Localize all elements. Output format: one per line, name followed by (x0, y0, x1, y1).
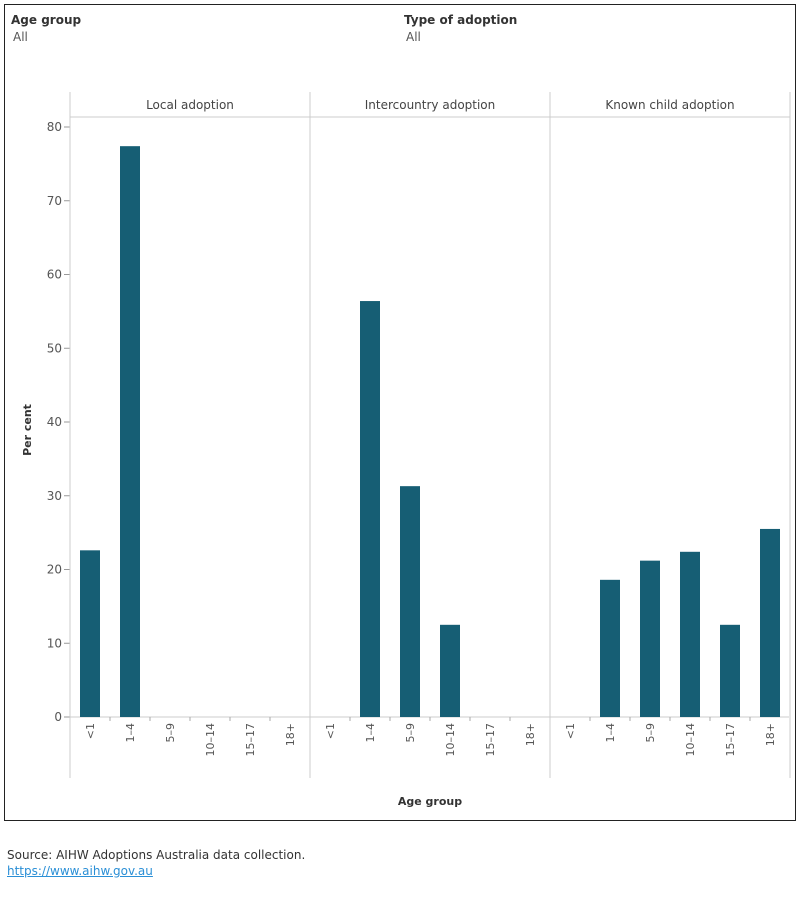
x-tick-label: <1 (84, 723, 97, 739)
filter-label: Age group (11, 13, 82, 27)
bar (680, 551, 700, 717)
x-tick-label: 1–4 (124, 723, 137, 743)
filter-label: Type of adoption (404, 13, 518, 27)
bar (440, 624, 460, 717)
bar-chart: 0 10 20 30 40 50 60 70 80 Per cent Local adoption <… (21, 92, 791, 808)
filter-age-group[interactable]: Age group All (11, 13, 81, 44)
y-tick-label: 70 (47, 194, 62, 208)
x-tick-label: <1 (324, 723, 337, 739)
chart-frame (4, 4, 796, 821)
y-tick-label: 80 (47, 120, 62, 134)
y-tick-label: 40 (47, 415, 62, 429)
source-link[interactable]: https://www.aihw.gov.au (7, 864, 153, 878)
bar (600, 579, 620, 717)
x-tick-label: 15–17 (484, 723, 497, 757)
source-text: Source: AIHW Adoptions Australia data co… (7, 848, 306, 862)
x-tick-label: 10–14 (204, 723, 217, 757)
filter-adoption-type[interactable]: Type of adoption All (404, 13, 517, 44)
x-tick-label: 18+ (524, 723, 537, 746)
y-tick-label: 0 (54, 710, 62, 724)
x-axis-label: Age group (398, 795, 462, 808)
bar (120, 146, 140, 718)
panel-title: Local adoption (146, 98, 234, 112)
y-tick-label: 10 (47, 636, 62, 650)
y-tick-label: 20 (47, 563, 62, 577)
panel-title: Known child adoption (605, 98, 734, 112)
x-tick-label: 18+ (284, 723, 297, 746)
y-tick-label: 60 (47, 268, 62, 282)
filter-value[interactable]: All (13, 30, 28, 44)
x-tick-label: 18+ (764, 723, 777, 746)
x-tick-label: 10–14 (444, 723, 457, 757)
x-tick-label: 5–9 (164, 723, 177, 743)
x-tick-label: 15–17 (244, 723, 257, 757)
x-tick-label: 5–9 (404, 723, 417, 743)
bar (640, 560, 660, 717)
source-note: Source: AIHW Adoptions Australia data co… (7, 848, 305, 878)
x-tick-label: 15–17 (724, 723, 737, 757)
bar (80, 550, 100, 717)
x-tick-label: <1 (564, 723, 577, 739)
x-tick-label: 1–4 (604, 723, 617, 743)
x-tick-label: 1–4 (364, 723, 377, 743)
bar (760, 528, 780, 717)
x-tick-label: 10–14 (684, 723, 697, 757)
y-tick-label: 30 (47, 489, 62, 503)
filter-value[interactable]: All (406, 30, 421, 44)
bar (400, 486, 420, 717)
y-axis-label: Per cent (21, 404, 34, 456)
x-tick-label: 5–9 (644, 723, 657, 743)
panel-title: Intercountry adoption (365, 98, 496, 112)
bar (720, 624, 740, 717)
bar (360, 301, 380, 717)
y-tick-label: 50 (47, 341, 62, 355)
